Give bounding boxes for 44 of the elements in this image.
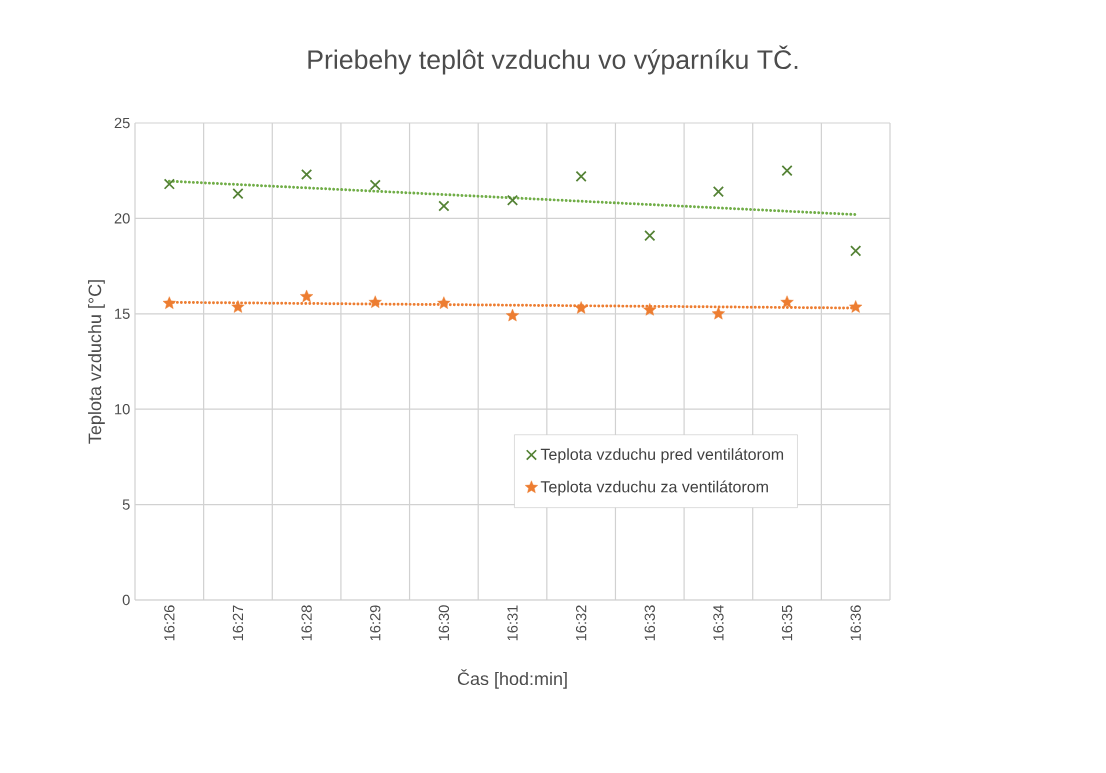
y-tick-label: 5	[122, 499, 130, 510]
y-tick-label: 0	[122, 594, 130, 606]
x-axis-title: Čas [hod:min]	[457, 669, 567, 689]
chart-title: Priebehy teplôt vzduchu vo výparníku TČ.	[308, 45, 798, 75]
point	[712, 186, 724, 198]
x-tick-label: 16:36	[850, 605, 861, 641]
legend-label: Teplota vzduchu pred ventilátorom	[540, 448, 784, 464]
point	[780, 295, 794, 308]
x-tick-label: 16:31	[507, 605, 518, 641]
point	[849, 300, 863, 313]
point	[163, 178, 175, 190]
x-tick-label: 16:30	[438, 605, 450, 641]
y-tick-label: 25	[114, 117, 130, 129]
point	[644, 229, 656, 242]
x-tick-label: 16:32	[575, 605, 587, 641]
point	[301, 168, 313, 181]
point	[162, 296, 176, 309]
x-tick-label: 16:34	[713, 605, 724, 641]
legend-label: Teplota vzduchu za ventilátorom	[540, 480, 768, 496]
x-tick-label: 16:27	[232, 605, 244, 641]
point	[369, 179, 381, 191]
x-tick-label: 16:29	[370, 605, 381, 641]
x-tick-label: 16:28	[301, 605, 312, 641]
y-tick-label: 20	[114, 213, 130, 224]
point	[438, 200, 450, 212]
point	[711, 306, 725, 320]
y-axis-title: Teplota vzduchu [°C]	[88, 280, 105, 444]
point	[368, 295, 382, 308]
y-tick-label: 15	[115, 308, 130, 319]
point	[643, 303, 657, 316]
y-tick-label: 10	[115, 404, 130, 415]
point	[575, 170, 587, 182]
x-tick-label: 16:26	[164, 605, 175, 641]
point	[437, 296, 451, 309]
point	[506, 194, 519, 206]
point	[781, 165, 793, 177]
point	[574, 301, 588, 314]
point	[505, 308, 520, 322]
x-tick-label: 16:35	[781, 605, 793, 641]
x-tick-label: 16:33	[644, 605, 655, 641]
point	[300, 289, 314, 303]
point	[231, 300, 245, 313]
point	[232, 188, 244, 200]
point	[850, 245, 862, 257]
